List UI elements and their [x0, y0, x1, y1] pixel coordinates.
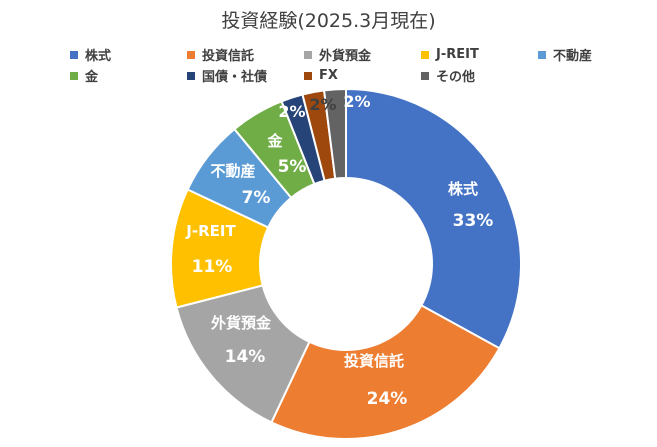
- legend-label: その他: [436, 70, 476, 85]
- slice-category-label: 不動産: [210, 162, 255, 180]
- slice-value-label: 24%: [367, 389, 408, 409]
- slice-category-label: 投資信託: [344, 352, 404, 370]
- legend: 株式 投資信託 外貨預金 J-REIT 不動産 金 国債・社債 FX その他: [70, 44, 657, 86]
- slice-category-label: 金: [266, 132, 283, 150]
- legend-swatch: [304, 71, 312, 80]
- slice-value-label: 33%: [453, 211, 494, 231]
- legend-row: 株式 投資信託 外貨預金 J-REIT 不動産: [70, 44, 657, 65]
- slice-value-label: 14%: [225, 347, 266, 367]
- legend-item-bonds: 国債・社債: [187, 66, 304, 85]
- legend-item-fx: FX: [304, 68, 421, 83]
- legend-label: FX: [319, 68, 338, 83]
- slice-value-label: 2%: [278, 102, 305, 121]
- chart-title: 投資経験(2025.3月現在): [221, 10, 436, 32]
- legend-item-gold: 金: [70, 66, 187, 85]
- slice-value-label: 2%: [343, 92, 370, 111]
- slice-category-label: J-REIT: [185, 222, 236, 240]
- legend-label: 国債・社債: [202, 70, 268, 85]
- slice-value-label: 2%: [309, 95, 336, 114]
- legend-row: 金 国債・社債 FX その他: [70, 65, 657, 86]
- legend-item-real-estate: 不動産: [538, 45, 655, 64]
- legend-label: 外貨預金: [319, 49, 372, 64]
- legend-swatch: [70, 50, 78, 59]
- legend-label: 投資信託: [202, 49, 255, 64]
- donut-slice: [345, 87, 522, 350]
- legend-label: 株式: [85, 49, 112, 64]
- donut-slice: [270, 304, 501, 440]
- legend-swatch: [421, 50, 429, 59]
- legend-swatch: [187, 71, 195, 80]
- legend-item-other: その他: [421, 66, 538, 85]
- legend-item-foreign-deposit: 外貨預金: [304, 45, 421, 64]
- donut-slice: [322, 87, 347, 180]
- legend-label: 金: [85, 70, 99, 85]
- slice-category-label: 外貨預金: [210, 314, 272, 332]
- legend-item-j-reit: J-REIT: [421, 47, 538, 62]
- slice-value-label: 5%: [278, 157, 307, 177]
- legend-item-investment-trust: 投資信託: [187, 45, 304, 64]
- legend-item-stocks: 株式: [70, 45, 187, 64]
- legend-swatch: [538, 50, 546, 59]
- slice-category-label: 株式: [448, 180, 478, 198]
- legend-swatch: [304, 50, 312, 59]
- legend-swatch: [421, 71, 429, 80]
- legend-label: 不動産: [553, 49, 593, 64]
- slice-value-label: 7%: [242, 188, 271, 208]
- legend-swatch: [70, 71, 78, 80]
- legend-label: J-REIT: [436, 47, 479, 62]
- legend-swatch: [187, 50, 195, 59]
- slice-value-label: 11%: [192, 257, 233, 277]
